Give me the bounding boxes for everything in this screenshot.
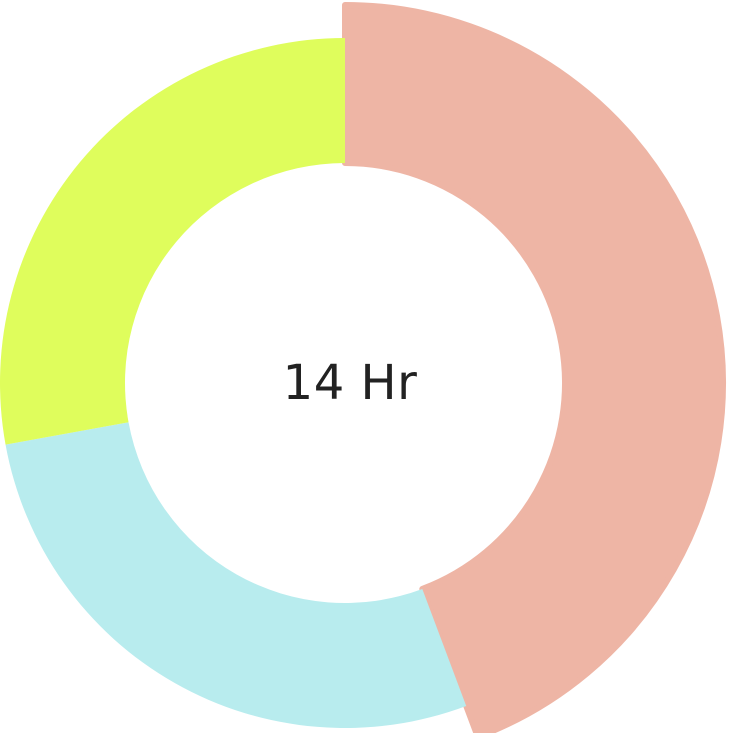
donut-slice-2 <box>5 422 467 729</box>
donut-slice-3 <box>0 38 345 445</box>
donut-slice-1 <box>342 2 726 733</box>
center-total-label: 14 Hr <box>282 355 418 411</box>
